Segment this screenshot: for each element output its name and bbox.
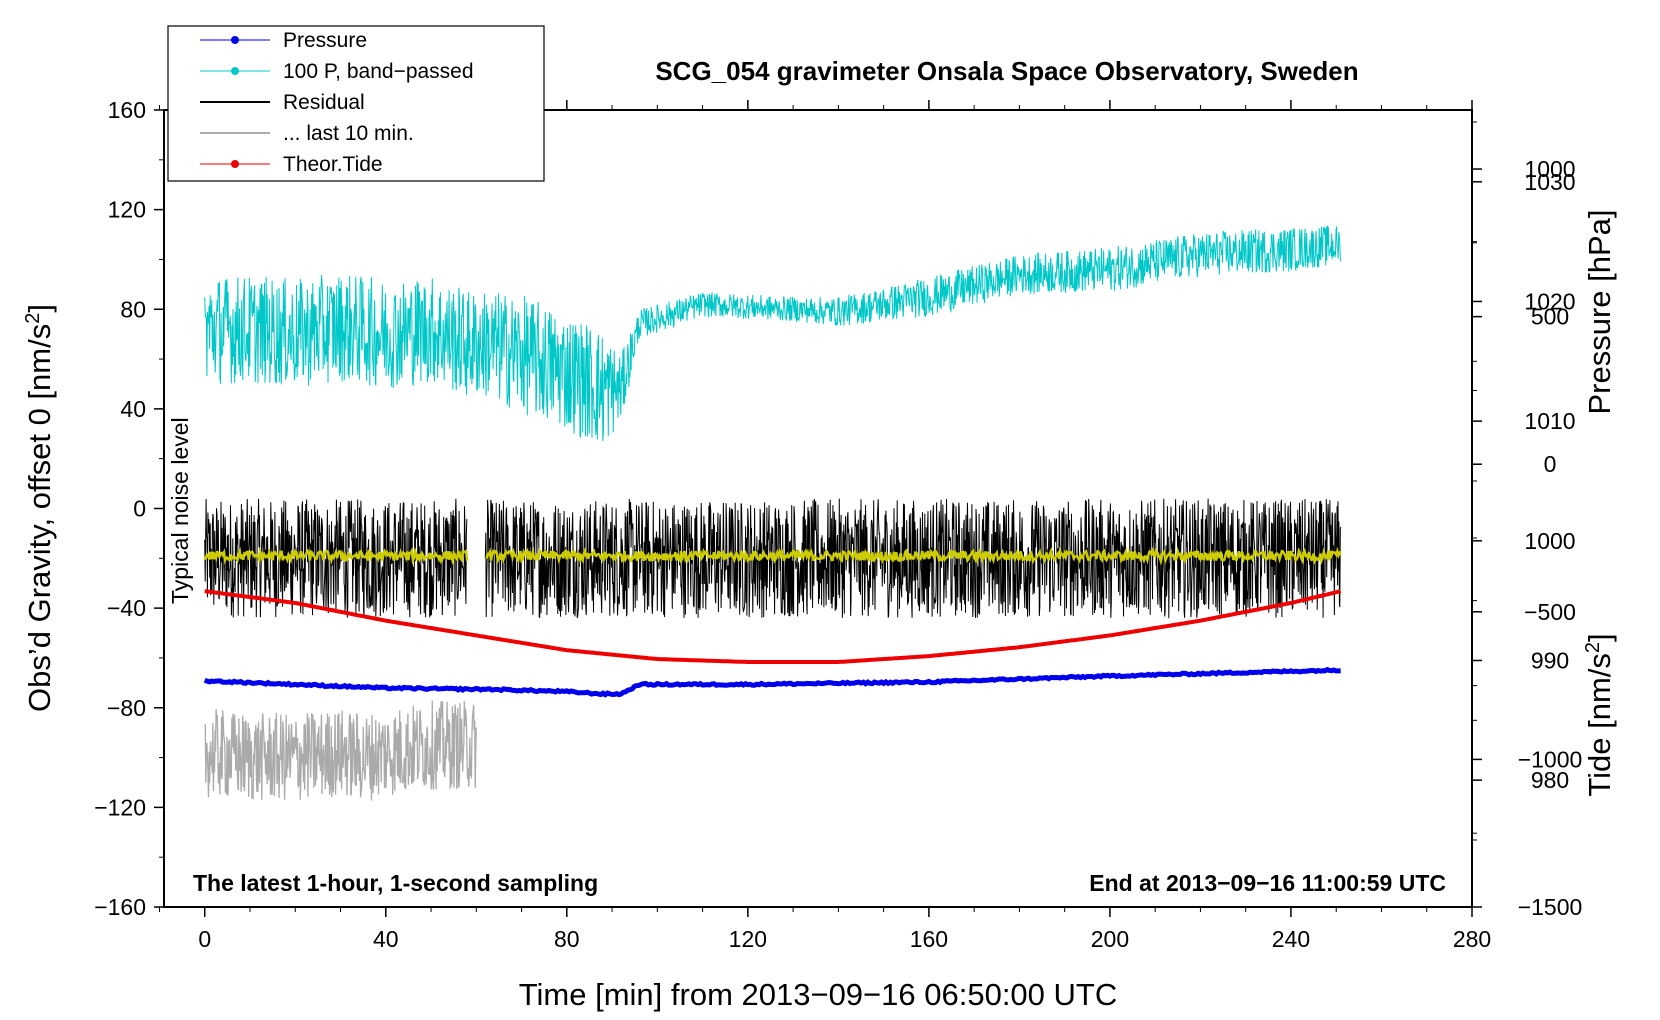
bottom-right-annotation: End at 2013−09−16 11:00:59 UTC: [1089, 870, 1446, 896]
y-tick-label-left: −80: [107, 695, 146, 721]
legend-entry-theor-tide: Theor.Tide: [200, 153, 383, 176]
x-tick-label: 160: [910, 926, 948, 952]
y-tick-label-left: −120: [94, 794, 146, 820]
y-axis-label-tide: Tide [nm/s2]: [1582, 633, 1617, 796]
tide-tick-label: 1000: [1524, 156, 1575, 182]
legend-entry-band-passed: 100 P, band−passed: [200, 60, 474, 83]
y-tick-label-left: 120: [108, 197, 146, 223]
tide-tick-label: −500: [1524, 599, 1576, 625]
tide-series-line: [204, 589, 1342, 664]
bottom-left-annotation: The latest 1-hour, 1-second sampling: [193, 870, 598, 896]
last-10-min-series-line: [204, 700, 477, 801]
legend-label-residual: Residual: [283, 91, 365, 114]
x-tick-label: 80: [554, 926, 580, 952]
noise-level-annotation: Typical noise level: [167, 417, 193, 604]
y-axis-label-left-sup: 2: [22, 313, 44, 324]
tide-tick-label: −1000: [1518, 746, 1583, 772]
chart-title: SCG_054 gravimeter Onsala Space Observat…: [655, 56, 1358, 86]
legend-label-last-10-min: ... last 10 min.: [283, 122, 414, 145]
pressure-tick-label: 1010: [1524, 408, 1575, 434]
legend-box: [167, 25, 545, 182]
pressure-tick-label: 1000: [1524, 528, 1575, 554]
legend-entry-residual: Residual: [200, 91, 365, 114]
legend-label-theor-tide: Theor.Tide: [283, 153, 383, 176]
tick-layer: 0 40 80 120 160 200 240 280 160 120 80 40 0 −40 −80 −12…: [94, 97, 1582, 952]
pressure-tick-label: 1030: [1524, 169, 1575, 195]
tide-tick-label: 500: [1531, 304, 1569, 330]
pressure-series-line: [203, 666, 1341, 698]
legend-marker-band-passed: [231, 67, 239, 75]
y-tick-label-left: −40: [107, 595, 146, 621]
series-layer: [203, 225, 1342, 801]
y-tick-label-left: 40: [120, 396, 146, 422]
x-tick-label: 120: [729, 926, 767, 952]
legend-entry-pressure: Pressure: [200, 29, 367, 52]
band-passed-series-line: [204, 225, 1341, 441]
pressure-tick-label: 990: [1531, 647, 1569, 673]
y-tick-label-left: 80: [120, 296, 146, 322]
legend-marker-pressure: [231, 36, 239, 44]
x-tick-label: 200: [1091, 926, 1129, 952]
y-axis-label-tide-sup: 2: [1582, 642, 1604, 653]
y-axis-label-left: Obs’d Gravity, offset 0 [nm/s2]: [22, 304, 57, 712]
x-axis-label: Time [min] from 2013−09−16 06:50:00 UTC: [519, 977, 1118, 1012]
legend-label-band-passed: 100 P, band−passed: [283, 60, 474, 83]
pressure-tick-label: 1020: [1524, 288, 1575, 314]
legend: Pressure 100 P, band−passed Residual ...…: [167, 25, 545, 182]
x-tick-label: 40: [373, 926, 399, 952]
legend-marker-theor-tide: [231, 160, 239, 168]
y-tick-label-left: 0: [133, 496, 146, 522]
residual-series-line: [204, 498, 1342, 619]
y-axis-label-pressure: Pressure [hPa]: [1582, 209, 1617, 414]
smoothed-residual-series-line: [203, 546, 1342, 566]
x-tick-label: 280: [1453, 926, 1491, 952]
tide-tick-label: 0: [1544, 451, 1557, 477]
tide-tick-label: −1500: [1518, 894, 1583, 920]
legend-label-pressure: Pressure: [283, 29, 367, 52]
y-tick-label-left: −160: [94, 894, 146, 920]
x-tick-label: 0: [198, 926, 211, 952]
x-tick-label: 240: [1272, 926, 1310, 952]
y-tick-label-left: 160: [108, 97, 146, 123]
pressure-tick-label: 980: [1531, 767, 1569, 793]
legend-entry-last-10-min: ... last 10 min.: [200, 122, 414, 145]
